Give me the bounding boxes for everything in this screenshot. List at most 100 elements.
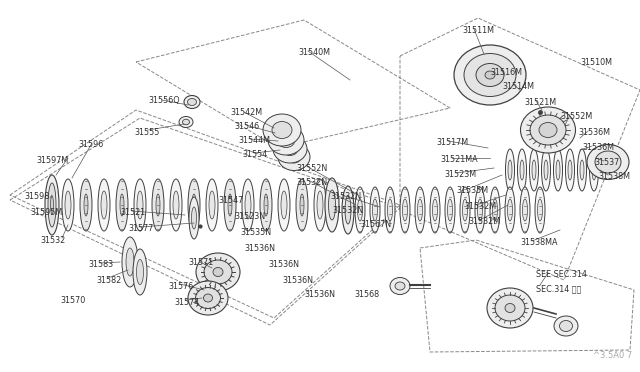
Ellipse shape bbox=[460, 187, 470, 233]
Ellipse shape bbox=[589, 149, 598, 191]
Text: 31538M: 31538M bbox=[598, 172, 630, 181]
Ellipse shape bbox=[287, 151, 301, 163]
Text: 31532M: 31532M bbox=[464, 202, 496, 211]
Ellipse shape bbox=[532, 160, 536, 180]
Ellipse shape bbox=[278, 144, 310, 170]
Ellipse shape bbox=[464, 54, 516, 96]
Ellipse shape bbox=[296, 179, 308, 231]
Ellipse shape bbox=[209, 191, 215, 219]
Text: 31514M: 31514M bbox=[502, 82, 534, 91]
Ellipse shape bbox=[273, 135, 307, 163]
Ellipse shape bbox=[493, 199, 497, 221]
Ellipse shape bbox=[520, 160, 524, 180]
Text: 31521M: 31521M bbox=[524, 98, 556, 107]
Text: 31523M: 31523M bbox=[444, 170, 476, 179]
Text: 31574: 31574 bbox=[174, 298, 199, 307]
Ellipse shape bbox=[506, 149, 515, 191]
Ellipse shape bbox=[48, 183, 56, 227]
Text: 31532M: 31532M bbox=[468, 217, 500, 226]
Ellipse shape bbox=[196, 253, 240, 291]
Ellipse shape bbox=[370, 187, 380, 233]
Ellipse shape bbox=[529, 149, 538, 191]
Ellipse shape bbox=[188, 281, 228, 315]
Ellipse shape bbox=[281, 191, 287, 219]
Ellipse shape bbox=[447, 199, 452, 221]
Ellipse shape bbox=[568, 160, 572, 180]
Ellipse shape bbox=[342, 186, 354, 234]
Text: 31576: 31576 bbox=[168, 282, 193, 291]
Ellipse shape bbox=[538, 199, 543, 221]
Ellipse shape bbox=[587, 144, 629, 180]
Ellipse shape bbox=[277, 132, 295, 148]
Ellipse shape bbox=[245, 191, 251, 219]
Ellipse shape bbox=[133, 249, 147, 295]
Ellipse shape bbox=[188, 99, 196, 106]
Ellipse shape bbox=[490, 187, 500, 233]
Text: 31542M: 31542M bbox=[230, 108, 262, 117]
Ellipse shape bbox=[192, 194, 196, 216]
Text: ^3.5A0 7: ^3.5A0 7 bbox=[593, 351, 632, 360]
Ellipse shape bbox=[101, 191, 107, 219]
Text: 31597M: 31597M bbox=[36, 156, 68, 165]
Text: 31547: 31547 bbox=[218, 196, 243, 205]
Text: 31546: 31546 bbox=[234, 122, 259, 131]
Ellipse shape bbox=[156, 194, 160, 216]
Ellipse shape bbox=[189, 197, 199, 239]
Text: 31595M: 31595M bbox=[30, 208, 62, 217]
Text: 31510M: 31510M bbox=[580, 58, 612, 67]
Text: 31521MA: 31521MA bbox=[440, 155, 477, 164]
Ellipse shape bbox=[62, 179, 74, 231]
Text: 31540M: 31540M bbox=[298, 48, 330, 57]
Ellipse shape bbox=[272, 122, 292, 138]
Ellipse shape bbox=[300, 194, 304, 216]
Text: SEE SEC.314: SEE SEC.314 bbox=[536, 270, 587, 279]
Text: 31536N: 31536N bbox=[304, 290, 335, 299]
Ellipse shape bbox=[260, 179, 272, 231]
Text: 31544M: 31544M bbox=[238, 136, 270, 145]
Ellipse shape bbox=[268, 125, 304, 155]
Ellipse shape bbox=[355, 187, 365, 233]
Text: 31582: 31582 bbox=[96, 276, 121, 285]
Ellipse shape bbox=[278, 179, 290, 231]
Text: 31554: 31554 bbox=[242, 150, 268, 159]
Text: 31567N: 31567N bbox=[360, 220, 391, 229]
Ellipse shape bbox=[592, 160, 596, 180]
Ellipse shape bbox=[485, 71, 495, 79]
Ellipse shape bbox=[400, 187, 410, 233]
Ellipse shape bbox=[45, 175, 59, 235]
Ellipse shape bbox=[184, 96, 200, 109]
Ellipse shape bbox=[134, 179, 146, 231]
Ellipse shape bbox=[282, 142, 298, 155]
Ellipse shape bbox=[556, 160, 560, 180]
Ellipse shape bbox=[317, 191, 323, 219]
Text: 31532N: 31532N bbox=[296, 178, 327, 187]
Text: 31521: 31521 bbox=[120, 208, 145, 217]
Ellipse shape bbox=[508, 160, 512, 180]
Ellipse shape bbox=[65, 191, 71, 219]
Ellipse shape bbox=[580, 160, 584, 180]
Text: 31517M: 31517M bbox=[436, 138, 468, 147]
Text: 31511M: 31511M bbox=[462, 26, 494, 35]
Text: 31571: 31571 bbox=[188, 258, 213, 267]
Ellipse shape bbox=[544, 160, 548, 180]
Ellipse shape bbox=[395, 282, 405, 290]
Ellipse shape bbox=[179, 116, 193, 128]
Ellipse shape bbox=[122, 237, 138, 287]
Ellipse shape bbox=[505, 187, 515, 233]
Ellipse shape bbox=[98, 179, 110, 231]
Ellipse shape bbox=[454, 45, 526, 105]
Ellipse shape bbox=[152, 179, 164, 231]
Ellipse shape bbox=[508, 199, 513, 221]
Text: 31532N: 31532N bbox=[330, 192, 361, 201]
Ellipse shape bbox=[173, 191, 179, 219]
Ellipse shape bbox=[372, 199, 378, 221]
Ellipse shape bbox=[505, 304, 515, 312]
Ellipse shape bbox=[191, 207, 196, 229]
Ellipse shape bbox=[51, 196, 54, 214]
Ellipse shape bbox=[430, 187, 440, 233]
Ellipse shape bbox=[224, 179, 236, 231]
Text: 31536M: 31536M bbox=[578, 128, 610, 137]
Ellipse shape bbox=[595, 151, 621, 173]
Text: 31552M: 31552M bbox=[560, 112, 592, 121]
Ellipse shape bbox=[518, 149, 527, 191]
